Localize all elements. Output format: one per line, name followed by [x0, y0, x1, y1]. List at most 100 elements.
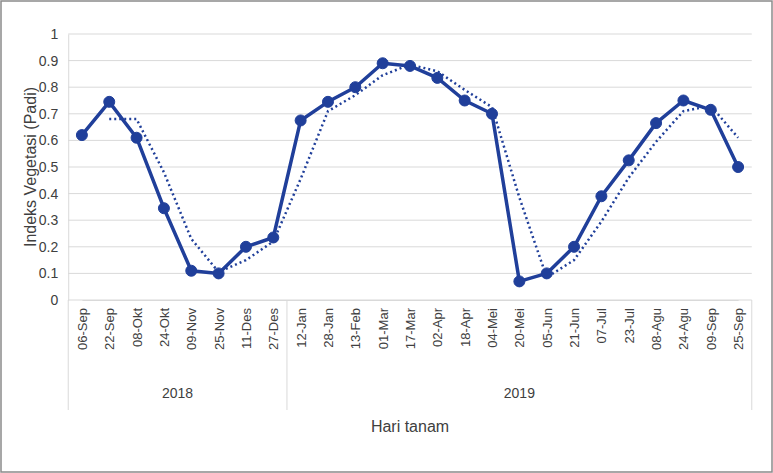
x-tick: 09-Sep: [704, 300, 719, 350]
x-tick-label: 22-Sep: [102, 308, 117, 350]
y-tick-label: 0.4: [39, 186, 59, 202]
series-marker: [487, 108, 498, 119]
grid: [68, 34, 752, 300]
grid-line: [68, 140, 752, 141]
x-tick-label: 18-Apr: [458, 307, 473, 347]
x-tick: 25-Nov: [212, 300, 227, 350]
x-tick: 06-Sep: [75, 300, 90, 350]
y-tick: 1: [50, 26, 68, 42]
x-tick-label: 17-Mar: [403, 307, 418, 349]
x-tick: 04-Mei: [485, 300, 500, 348]
x-tick-label: 08-Agu: [649, 308, 664, 350]
y-tick: 0.5: [39, 159, 68, 175]
x-tick-label: 27-Des: [266, 308, 281, 350]
series-marker: [350, 82, 361, 93]
y-tick-label: 0.3: [39, 212, 59, 228]
x-tick: 05-Jun: [540, 300, 555, 348]
x-tick-label: 11-Des: [239, 308, 254, 349]
series-marker: [131, 132, 142, 143]
x-tick: 01-Mar: [376, 300, 391, 349]
x-tick-label: 21-Jun: [567, 308, 582, 348]
series-marker: [268, 232, 279, 243]
x-tick: 27-Des: [266, 300, 281, 350]
x-tick: 22-Sep: [102, 300, 117, 350]
grid-line: [68, 273, 752, 274]
y-tick: 0.1: [39, 265, 68, 281]
x-tick: 08-Agu: [649, 300, 664, 350]
x-tick: 09-Nov: [184, 300, 199, 350]
x-tick: 24-Agu: [676, 300, 691, 350]
x-tick: 17-Mar: [403, 300, 418, 349]
series-line: [109, 65, 738, 278]
plot-area: [76, 58, 743, 287]
grid-line: [68, 113, 752, 114]
x-tick-label: 04-Mei: [485, 308, 500, 348]
x-tick: 12-Jan: [294, 300, 309, 348]
y-tick-label: 0.9: [39, 53, 59, 69]
y-tick: 0.4: [39, 186, 68, 202]
group-separator: [751, 300, 752, 410]
series-marker: [678, 95, 689, 106]
y-tick-label: 0.5: [39, 159, 59, 175]
x-tick-label: 25-Nov: [212, 308, 227, 350]
x-tick-label: 24-Okt: [157, 308, 172, 347]
series-marker: [705, 104, 716, 115]
series-marker: [76, 130, 87, 141]
series-marker: [405, 60, 416, 71]
x-tick-label: 09-Nov: [184, 308, 199, 350]
x-tick-label: 08-Okt: [130, 308, 145, 347]
y-tick: 0.7: [39, 106, 68, 122]
x-tick: 28-Jan: [321, 300, 336, 348]
x-tick: 23-Jul: [622, 300, 637, 343]
y-tick: 0.3: [39, 212, 68, 228]
x-tick: 18-Apr: [458, 300, 473, 347]
group-label: 2018: [162, 385, 193, 401]
y-tick-label: 0.7: [39, 106, 59, 122]
x-tick-label: 28-Jan: [321, 308, 336, 348]
x-tick-label: 12-Jan: [294, 308, 309, 348]
y-tick-label: 0.8: [39, 79, 59, 95]
y-tick-label: 1: [50, 26, 58, 42]
y-axis: 0 0.1 0.2 0.3 0.4 0.5 0.6 0.7 0.8 0.9 1: [39, 26, 69, 308]
y-tick-label: 0.2: [39, 239, 59, 255]
x-tick: 07-Jul: [594, 300, 609, 343]
series-marker: [596, 191, 607, 202]
series-marker: [459, 95, 470, 106]
series-marker: [432, 72, 443, 83]
y-tick: 0: [50, 292, 68, 308]
series-marker: [651, 118, 662, 129]
x-tick: 24-Okt: [157, 300, 172, 347]
grid-line: [68, 34, 752, 35]
x-axis-title: Hari tanam: [371, 418, 449, 435]
grid-line: [68, 167, 752, 168]
x-tick-label: 23-Jul: [622, 308, 637, 344]
y-tick: 0.2: [39, 239, 68, 255]
grid-line: [68, 300, 752, 301]
y-tick-label: 0: [50, 292, 58, 308]
y-axis-title: Indeks Vegetasi (Padi): [22, 87, 39, 247]
series-marker: [295, 115, 306, 126]
series-marker: [322, 96, 333, 107]
series-line: [82, 63, 738, 281]
x-tick-label: 20-Mei: [512, 308, 527, 348]
chart-border: [1, 1, 772, 472]
grid-line: [68, 246, 752, 247]
x-groups: 20182019: [68, 300, 752, 410]
x-tick-label: 25-Sep: [731, 308, 746, 350]
x-tick-label: 24-Agu: [676, 308, 691, 350]
series-marker: [733, 162, 744, 173]
x-axis-line: [82, 300, 738, 301]
series-marker: [514, 276, 525, 287]
x-tick: 20-Mei: [512, 300, 527, 348]
x-tick: 02-Apr: [430, 300, 445, 347]
chart: 0 0.1 0.2 0.3 0.4 0.5 0.6 0.7 0.8 0.9 1 06-Sep 22-Se…: [0, 0, 773, 473]
y-tick-label: 0.1: [39, 265, 59, 281]
x-tick-label: 05-Jun: [540, 308, 555, 348]
grid-line: [68, 87, 752, 88]
grid-line: [68, 193, 752, 194]
x-axis: 06-Sep 22-Sep 08-Okt 24-Okt 09-Nov 25-Nov 11-D…: [75, 300, 746, 350]
y-tick: 0.8: [39, 79, 68, 95]
series-marker: [377, 58, 388, 69]
x-tick-label: 06-Sep: [75, 308, 90, 350]
y-tick-label: 0.6: [39, 132, 59, 148]
